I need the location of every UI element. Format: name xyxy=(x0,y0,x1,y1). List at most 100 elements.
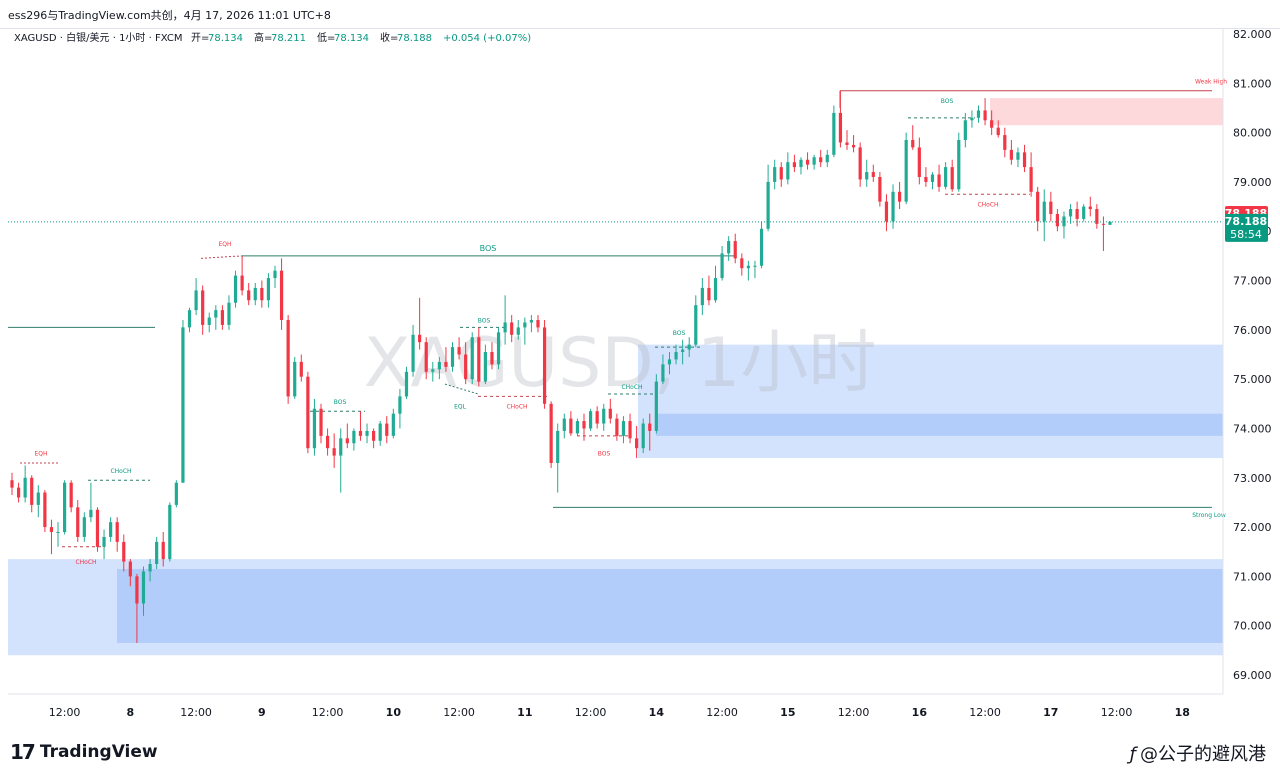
candle-body xyxy=(201,290,205,325)
candle-body xyxy=(720,253,724,279)
candle xyxy=(766,164,770,232)
last-price-text: 78.188 xyxy=(1225,215,1267,228)
candle xyxy=(930,172,935,190)
candle xyxy=(773,159,777,190)
candle xyxy=(398,389,402,429)
candle-body xyxy=(319,408,323,436)
candle xyxy=(89,482,93,523)
candle xyxy=(838,90,843,148)
candle-body xyxy=(391,413,395,436)
candle-body xyxy=(207,317,211,325)
candle-body xyxy=(799,159,803,168)
candle-body xyxy=(325,435,330,449)
candle xyxy=(582,413,586,441)
structure-label: Weak High xyxy=(1195,78,1227,85)
candle xyxy=(411,324,415,377)
candle-body xyxy=(155,541,159,565)
candle-body xyxy=(273,270,277,279)
candle xyxy=(194,278,198,316)
candle xyxy=(904,132,908,205)
candle xyxy=(233,270,238,308)
last-price-tag xyxy=(1225,213,1268,242)
candle xyxy=(595,406,599,429)
candle xyxy=(523,317,527,345)
time-axis[interactable]: 12:00 8 12:00 9 12:00 10 12:00 11 12:00 14 12:00 15… xyxy=(49,706,1190,719)
candle-body xyxy=(352,430,356,444)
candle xyxy=(490,342,494,370)
candle-body xyxy=(43,492,47,528)
candle-body xyxy=(582,421,586,429)
candle xyxy=(654,374,658,434)
price-tick-label: 71.000 xyxy=(1233,570,1272,583)
candle-body xyxy=(339,438,343,456)
candle-body xyxy=(891,191,895,222)
candle-body xyxy=(588,411,593,429)
candle-body xyxy=(727,241,731,254)
candle-body xyxy=(812,157,816,165)
candle xyxy=(457,337,461,360)
candle xyxy=(963,112,967,148)
candle-body xyxy=(457,347,461,355)
candle-body xyxy=(1049,201,1053,214)
candle-body xyxy=(667,359,672,365)
structure-label: BOS xyxy=(480,244,497,253)
candle xyxy=(23,465,27,503)
candlestick-chart[interactable]: XAGUSD, 1小时 EQH CHoCH CHoCH EQH BOS BOS BOS EQL… xyxy=(0,28,1280,750)
candle-body xyxy=(398,396,402,414)
candle-body xyxy=(542,327,547,404)
candle xyxy=(996,120,1000,138)
candle-body xyxy=(858,147,862,180)
structure-label: Strong Low xyxy=(1192,512,1226,519)
candle xyxy=(1082,204,1086,222)
structure-label: EQH xyxy=(218,241,231,248)
candle xyxy=(1088,196,1092,217)
time-tick-label: 12:00 xyxy=(969,706,1001,719)
time-tick-label: 11 xyxy=(517,706,532,719)
candle xyxy=(1009,140,1013,165)
candle xyxy=(819,149,823,168)
candle-body xyxy=(865,172,869,180)
candle xyxy=(661,354,665,385)
candle xyxy=(470,332,474,385)
candle xyxy=(1075,201,1079,227)
tradingview-logo-text: TradingView xyxy=(39,742,158,762)
candle xyxy=(496,327,501,370)
candle xyxy=(424,337,428,380)
candle xyxy=(990,110,994,136)
candle xyxy=(950,159,954,192)
candle xyxy=(759,221,764,269)
symbol-info[interactable]: XAGUSD · 白银/美元 · 1小时 · FXCM xyxy=(14,31,182,44)
candle xyxy=(385,416,389,444)
tradingview-logo[interactable]: 17 TradingView xyxy=(10,740,158,764)
candle-body xyxy=(122,541,126,562)
candle xyxy=(56,522,60,547)
candle-body xyxy=(759,228,764,266)
structure-label: CHoCH xyxy=(75,559,96,566)
candle xyxy=(437,356,441,380)
candle-body xyxy=(1016,152,1020,160)
eqh-line-mid xyxy=(200,255,243,259)
candle xyxy=(43,490,47,533)
candle-body xyxy=(950,167,954,190)
price-axis[interactable]: 82.00081.00080.00079.00078.00077.00076.0… xyxy=(1233,28,1272,682)
author-credit: ƒ @公子的避风港 xyxy=(1130,740,1266,766)
ohlc-value: 78.211 xyxy=(271,33,306,44)
candle xyxy=(700,278,704,316)
time-tick-label: 15 xyxy=(780,706,795,719)
candle xyxy=(707,275,711,306)
candle xyxy=(845,130,849,150)
candle-body xyxy=(1088,206,1092,210)
candle-body xyxy=(1082,206,1086,219)
chart-area[interactable]: XAGUSD, 1小时 EQH CHoCH CHoCH EQH BOS BOS BOS EQL… xyxy=(0,28,1280,750)
candle xyxy=(62,480,67,535)
candle xyxy=(569,411,573,436)
ohlc-label: 收= xyxy=(380,31,398,44)
candle-body xyxy=(898,191,902,202)
candle xyxy=(549,401,553,468)
candle-body xyxy=(227,302,231,325)
time-tick-label: 12:00 xyxy=(575,706,607,719)
price-tick-label: 73.000 xyxy=(1233,472,1272,485)
candle-body xyxy=(983,110,987,121)
candle-body xyxy=(174,482,178,505)
candle-body xyxy=(102,536,106,547)
